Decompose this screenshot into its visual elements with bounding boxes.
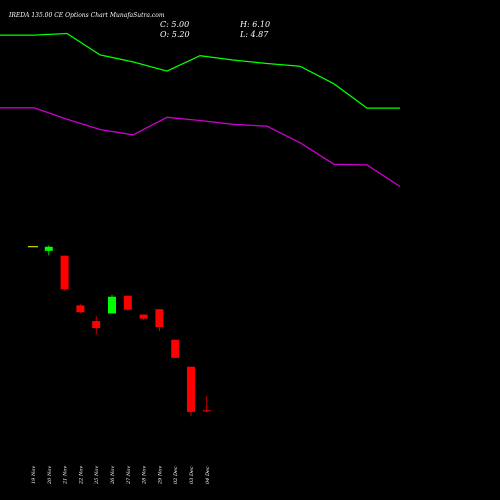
candle-body [44, 246, 53, 251]
candle-body [108, 296, 116, 314]
ohlc-high: H: 6.10 [239, 20, 270, 29]
x-tick-label: 26 Nov [110, 466, 116, 485]
x-tick-label: 25 Nov [94, 466, 100, 485]
candle-02-dec [171, 339, 180, 358]
candle-body [92, 321, 101, 329]
x-tick-label: 29 Nov [157, 466, 163, 485]
candle-25-nov [92, 316, 101, 335]
candle-20-nov [44, 245, 53, 256]
x-tick-label: 04 Dec [205, 466, 211, 484]
candle-body [60, 255, 69, 290]
x-axis-ticks: 19 Nov 20 Nov 21 Nov 22 Nov 25 Nov 26 Nov 27 N… [31, 466, 211, 485]
candle-body [139, 314, 148, 319]
ohlc-close: C: 5.00 [160, 20, 189, 29]
candle-19-nov [28, 246, 38, 248]
x-tick-label: 27 Nov [126, 466, 132, 485]
candle-22-nov [76, 304, 85, 313]
candle-body [76, 305, 85, 313]
candle-body [28, 246, 38, 248]
ohlc-low: L: 4.87 [239, 30, 269, 39]
candle-body [123, 295, 132, 310]
x-tick-label: 02 Dec [173, 466, 179, 484]
candle-27-nov [123, 295, 132, 311]
x-tick-label: 19 Nov [31, 466, 37, 484]
candle-26-nov [108, 294, 116, 314]
candle-body [155, 309, 164, 328]
candle-body [187, 366, 195, 412]
ohlc-open: O: 5.20 [160, 30, 190, 39]
x-tick-label: 21 Nov [63, 466, 69, 485]
candle-04-dec [202, 395, 211, 413]
candle-28-nov [139, 314, 148, 320]
x-tick-label: 20 Nov [47, 466, 53, 485]
candle-body [202, 410, 211, 412]
candlesticks [28, 245, 211, 417]
x-tick-label: 03 Dec [189, 466, 195, 484]
candle-03-dec [187, 366, 195, 417]
chart-title: IREDA 135.00 CE Options Chart MunafaSutr… [8, 12, 165, 19]
x-tick-label: 22 Nov [78, 466, 84, 485]
series-line-2 [0, 107, 401, 188]
candle-21-nov [60, 255, 69, 291]
x-tick-label: 28 Nov [142, 466, 148, 485]
candle-body [171, 339, 180, 358]
indicator-lines [0, 32, 401, 188]
series-line-1 [0, 32, 400, 109]
candle-29-nov [155, 309, 164, 332]
